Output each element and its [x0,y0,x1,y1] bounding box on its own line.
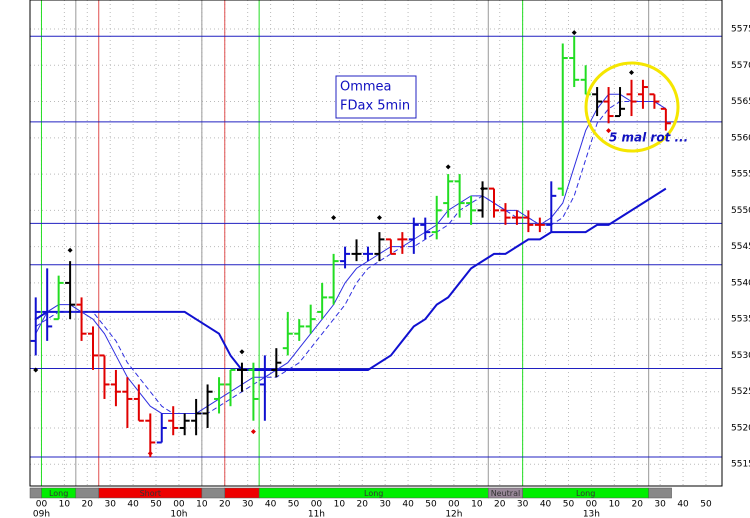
signal-marker [250,429,256,435]
x-tick-label: 30 [242,500,254,510]
x-tick-label: 50 [150,500,162,510]
x-tick-label: 30 [517,500,529,510]
x-tick-label: 10 [334,500,346,510]
signal-marker [331,215,337,221]
x-tick-label: 40 [540,500,552,510]
signal-marker [571,30,577,36]
y-tick-label: 5560 [731,133,750,143]
regime-segment [75,487,99,499]
x-tick-label: 50 [288,500,300,510]
x-tick-label: 40 [677,500,689,510]
signal-marker [67,247,73,253]
annotation-box [335,75,417,119]
regime-label: Long [49,489,68,498]
signal-marker [445,164,451,170]
hour-label: 09h [33,510,50,518]
x-tick-label: 20 [631,500,643,510]
regime-label: Short [140,489,161,498]
x-tick-label: 20 [219,500,231,510]
x-tick-label: 50 [700,500,712,510]
x-tick-label: 10 [609,500,621,510]
x-tick-label: 50 [425,500,437,510]
signal-marker [628,70,634,76]
y-tick-label: 5540 [731,278,750,288]
signal-marker [147,450,153,456]
y-tick-label: 5550 [731,206,750,216]
annotation-line: Ommea [340,80,392,95]
x-tick-label: 40 [402,500,414,510]
regime-segment [29,487,42,499]
signal-marker [239,349,245,355]
signal-marker [480,186,486,192]
plot-frame [29,0,723,487]
x-tick-label: 00 [448,500,460,510]
regime-label: Neutral [491,489,521,498]
x-tick-label: 00 [586,500,598,510]
hour-label: 13h [583,510,600,518]
regime-segment [224,487,260,499]
regime-segment [648,487,672,499]
y-tick-label: 5530 [731,351,750,361]
x-tick-label: 00 [311,500,323,510]
x-tick-label: 30 [104,500,116,510]
hour-label: 12h [445,510,462,518]
x-tick-label: 00 [173,500,185,510]
x-tick-label: 40 [265,500,277,510]
x-tick-label: 30 [654,500,666,510]
indicator-line [35,93,667,414]
plot-area [30,0,722,486]
signal-marker [33,367,39,373]
x-tick-label: 30 [379,500,391,510]
indicator-line [35,187,667,371]
x-tick-label: 10 [471,500,483,510]
regime-segment [201,487,226,499]
regime-label: Long [576,489,595,498]
annotation-line: FDax 5min [340,99,410,114]
y-tick-label: 5520 [731,423,750,433]
x-tick-label: 00 [36,500,48,510]
highlight-circle [584,61,680,153]
x-tick-label: 50 [563,500,575,510]
x-tick-label: 20 [82,500,94,510]
x-tick-label: 10 [196,500,208,510]
x-tick-label: 40 [127,500,139,510]
regime-label: Long [364,489,383,498]
indicator-line [35,101,667,414]
signal-marker [376,215,382,221]
signal-marker [606,128,612,134]
x-tick-label: 20 [357,500,369,510]
hour-label: 11h [308,510,325,518]
annotation: 5 mal rot ... [609,131,688,145]
hour-label: 10h [170,510,187,518]
x-tick-label: 20 [494,500,506,510]
x-tick-label: 10 [59,500,71,510]
